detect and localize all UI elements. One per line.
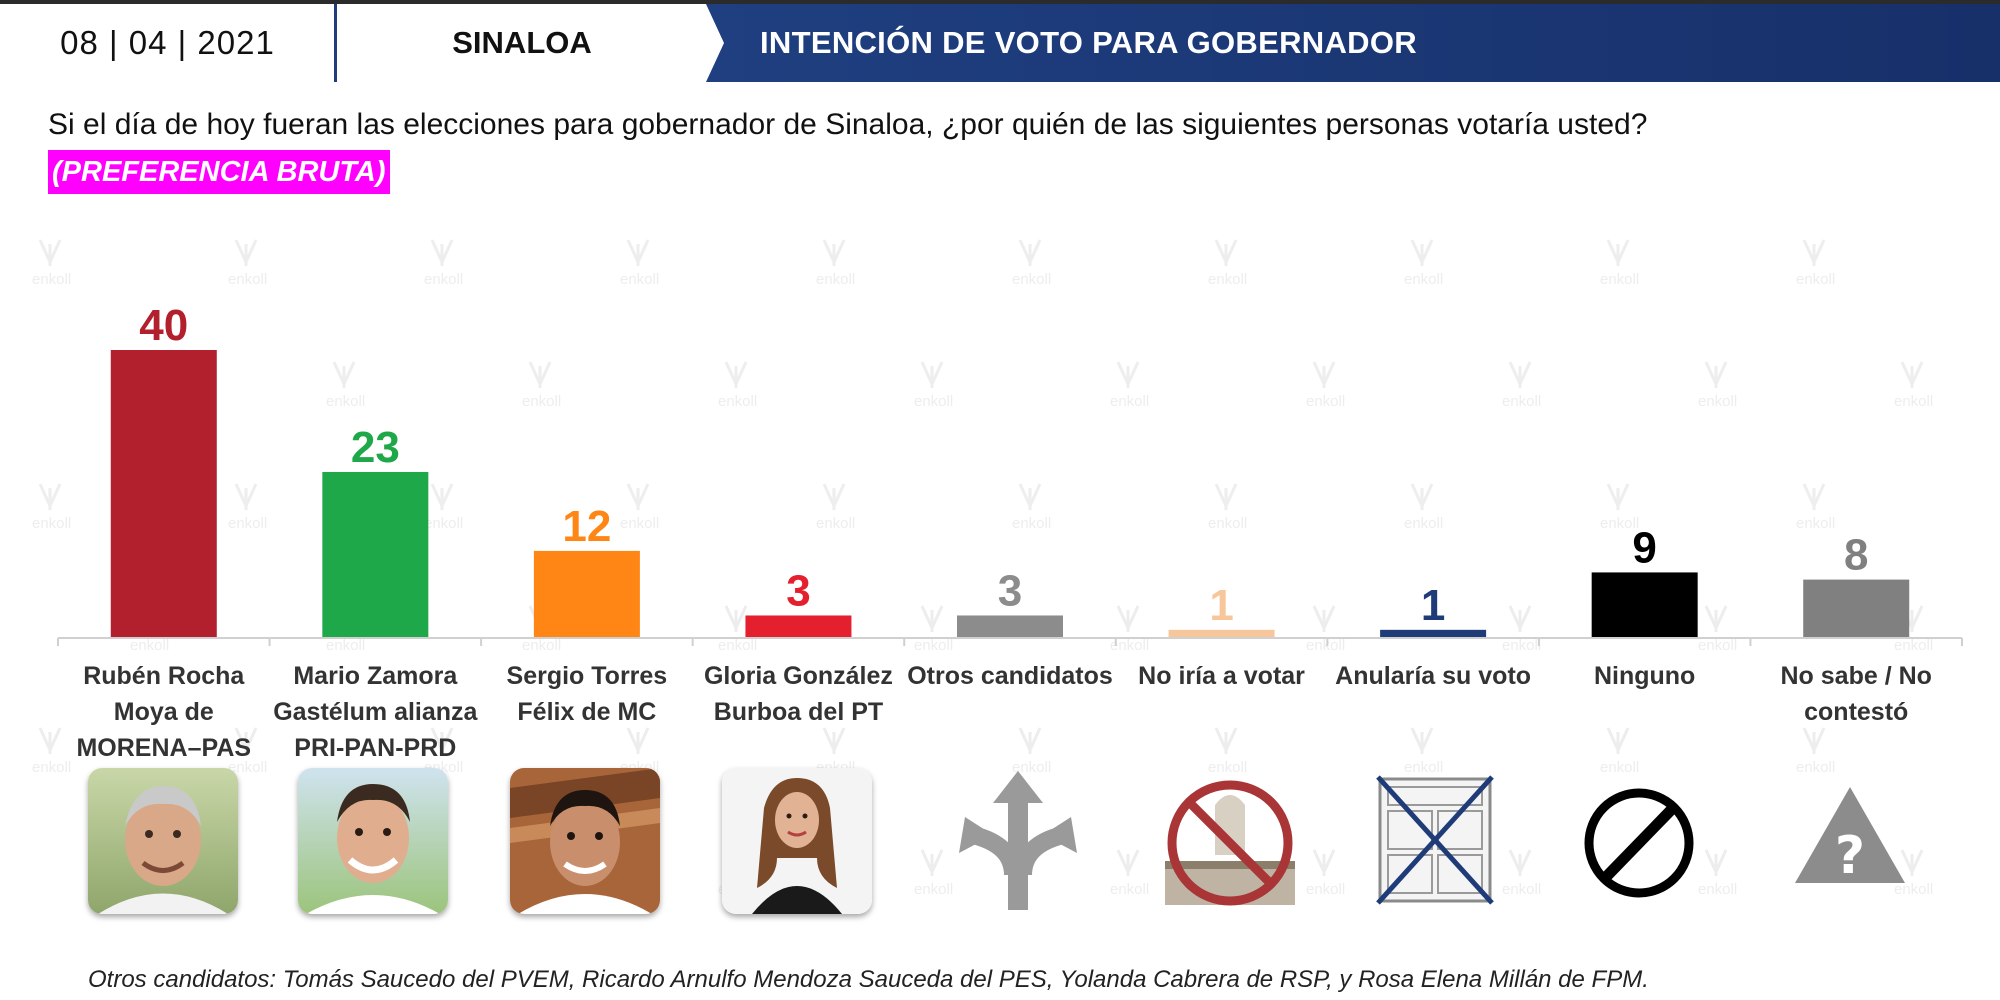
data-label-3: 12 <box>562 502 611 551</box>
bar-6 <box>1168 629 1275 637</box>
candidate-photo-sergio-torres <box>510 768 660 914</box>
data-label-6: 1 <box>1209 581 1233 630</box>
data-label-5: 3 <box>998 566 1022 615</box>
candidate-photo-gloria-gonzalez <box>722 768 872 914</box>
category-label-1: Rubén Rocha Moya de MORENA–PAS <box>61 658 267 766</box>
category-label-line: Sergio Torres <box>506 662 668 690</box>
question-triangle-icon: ? <box>1765 765 1935 915</box>
data-label-8: 9 <box>1632 523 1656 572</box>
category-label-line: Félix de MC <box>517 698 657 726</box>
data-label-9: 8 <box>1844 531 1868 580</box>
category-label-6: No iría a votar <box>1119 658 1325 694</box>
data-label-2: 23 <box>351 423 400 472</box>
category-label-line: Anularía su voto <box>1335 662 1532 690</box>
title-band <box>706 4 2000 82</box>
bar-8 <box>1591 572 1698 637</box>
bar-5 <box>957 615 1063 637</box>
preference-tag: (PREFERENCIA BRUTA) <box>48 150 390 194</box>
category-label-line: Gloria González <box>703 662 893 690</box>
bar-1 <box>110 350 217 637</box>
category-label-line: Mario Zamora <box>293 662 458 690</box>
data-label-1: 40 <box>139 301 188 350</box>
bar-3 <box>533 550 640 637</box>
candidate-photo-mario-zamora <box>298 768 448 914</box>
data-label-7: 1 <box>1421 581 1445 630</box>
candidate-photo-ruben-rocha <box>88 768 238 914</box>
category-label-line: Burboa del PT <box>713 698 884 726</box>
split-arrows-icon <box>933 765 1103 915</box>
bar-9 <box>1803 579 1910 637</box>
bar-7 <box>1380 629 1487 637</box>
bar-4 <box>745 615 852 637</box>
category-label-line: Rubén Rocha <box>83 662 245 690</box>
svg-text:?: ? <box>1835 826 1865 886</box>
category-label-7: Anularía su voto <box>1330 658 1536 694</box>
category-label-line: Otros candidatos <box>907 662 1113 690</box>
category-label-line: Ninguno <box>1593 662 1696 690</box>
category-label-line: Gastélum alianza <box>273 698 478 726</box>
watermark-mark: enkoll <box>1110 849 1149 898</box>
category-label-line: No sabe / No <box>1780 662 1932 690</box>
category-label-9: No sabe / No contestó <box>1753 658 1959 730</box>
category-label-line: No iría a votar <box>1138 662 1305 690</box>
header-divider <box>334 4 337 82</box>
header-top-line <box>0 0 2000 4</box>
bar-chart: 40 23 12 3 3 1 1 9 8 <box>57 301 1963 646</box>
category-label-line: MORENA–PAS <box>76 734 252 762</box>
survey-question: Si el día de hoy fueran las elecciones p… <box>48 108 1648 141</box>
header: 08 | 04 | 2021 SINALOA INTENCIÓN DE VOTO… <box>0 0 2000 82</box>
category-label-8: Ninguno <box>1542 658 1748 694</box>
data-label-4: 3 <box>786 566 810 615</box>
category-label-line: Moya de <box>113 698 214 726</box>
bar-2 <box>322 471 429 637</box>
category-label-line: PRI-PAN-PRD <box>294 734 457 762</box>
prohibition-icon <box>1554 765 1724 915</box>
svg-text:enkoll: enkoll <box>1110 881 1149 898</box>
no-voting-icon <box>1145 765 1315 915</box>
report-date: 08 | 04 | 2021 <box>60 24 275 61</box>
state-name: SINALOA <box>452 25 592 60</box>
category-label-2: Mario Zamora Gastélum alianza PRI-PAN-PRD <box>272 658 478 766</box>
category-label-4: Gloria González Burboa del PT <box>695 658 901 730</box>
category-label-5: Otros candidatos <box>907 658 1113 694</box>
category-label-line: contestó <box>1804 698 1909 726</box>
category-label-3: Sergio Torres Félix de MC <box>484 658 690 730</box>
crossed-ballot-icon <box>1350 765 1520 915</box>
page-title: INTENCIÓN DE VOTO PARA GOBERNADOR <box>760 25 1417 60</box>
footnote: Otros candidatos: Tomás Saucedo del PVEM… <box>88 966 1649 993</box>
